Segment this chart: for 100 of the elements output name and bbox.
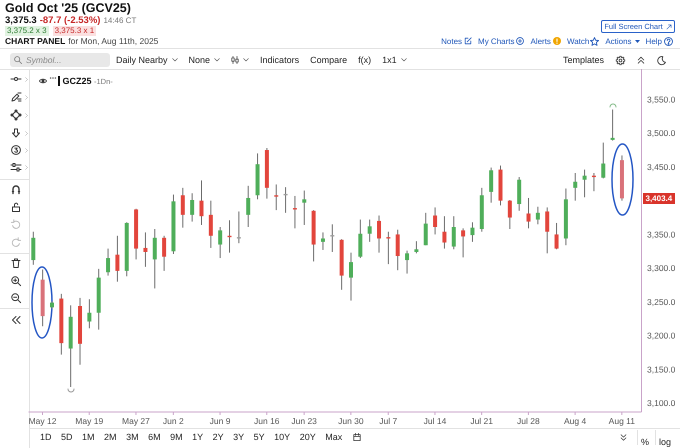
candlestick — [414, 240, 418, 254]
candlestick — [386, 231, 390, 265]
text: 1Y — [192, 432, 204, 442]
candlestick — [424, 212, 428, 246]
text: CHART PANEL — [5, 36, 66, 47]
x-tick-label: Jul 7 — [379, 416, 398, 426]
x-tick-label: Jul 21 — [470, 416, 494, 426]
x-tick-label: Jun 30 — [338, 416, 364, 426]
text: 6M — [148, 432, 161, 442]
text: Actions — [605, 36, 632, 46]
annotation: 3,403.4 — [643, 192, 675, 204]
candlestick — [330, 224, 334, 252]
text: 5D — [61, 432, 73, 442]
text: 3Y — [233, 432, 244, 442]
candlestick — [592, 172, 596, 192]
text: Notes — [441, 36, 462, 46]
candlestick — [508, 199, 512, 230]
y-tick-label: 3,450.0 — [647, 162, 676, 172]
text: for Mon, Aug 11th, 2025 — [68, 36, 158, 47]
text: Max — [325, 432, 342, 442]
y-tick-label: 3,150.0 — [647, 364, 676, 374]
text: 3,375.3 x 1 — [52, 26, 96, 36]
text: Symbol... — [26, 54, 62, 66]
candlestick — [545, 206, 550, 254]
text: 3M — [126, 432, 139, 442]
candlestick — [190, 192, 194, 222]
text: 20Y — [300, 432, 316, 442]
text: My Charts — [478, 36, 514, 46]
text: 10Y — [274, 432, 290, 442]
text: log — [659, 436, 672, 446]
x-tick-label: Jun 23 — [291, 416, 318, 426]
y-tick-label: 3,100.0 — [647, 398, 676, 408]
x-tick-label: Jul 28 — [517, 416, 540, 426]
text: f(x) — [358, 54, 372, 66]
text: Daily Nearby — [116, 54, 168, 66]
candlestick — [284, 186, 288, 214]
x-tick-label: May 27 — [122, 416, 150, 426]
candlestick — [152, 228, 157, 289]
x-tick-label: Jul 14 — [424, 416, 447, 426]
candlestick — [377, 215, 382, 254]
chart-title: Gold Oct '25 (GCV25) — [5, 1, 131, 15]
text: 9M — [170, 432, 183, 442]
candlestick — [601, 142, 606, 179]
candlestick — [348, 252, 353, 302]
text: Compare — [310, 54, 348, 66]
candlestick — [573, 172, 578, 202]
text: 1D — [40, 432, 52, 442]
candlestick — [368, 219, 372, 242]
text: Indicators — [260, 54, 300, 66]
y-tick-label: 3,300.0 — [647, 263, 676, 274]
text: 2Y — [212, 432, 224, 442]
x-tick-label: Jun 16 — [254, 416, 280, 426]
candlestick — [461, 228, 466, 258]
candlestick — [180, 187, 185, 228]
text: 1x1 — [382, 54, 397, 66]
candlestick — [526, 197, 531, 229]
x-tick-label: Aug 4 — [564, 416, 586, 426]
candlestick — [582, 169, 587, 198]
candlestick — [554, 222, 559, 250]
x-tick-label: May 19 — [75, 416, 104, 426]
text: 3,375.3 — [5, 14, 37, 26]
text: Templates — [562, 54, 604, 66]
candlestick — [433, 206, 438, 235]
candlestick — [162, 235, 166, 272]
text: None — [188, 54, 210, 66]
text: 3,375.2 x 3 — [5, 26, 49, 36]
candlestick — [470, 222, 474, 242]
candlestick — [292, 195, 297, 229]
candlestick — [87, 298, 92, 329]
candlestick — [358, 219, 362, 259]
text: -87.7 (-2.53%) — [40, 14, 100, 26]
candlestick — [208, 200, 213, 248]
candlestick — [320, 232, 325, 250]
x-tick-label: Jun 9 — [210, 416, 231, 426]
candlestick — [396, 229, 400, 271]
x-tick-label: May 12 — [28, 416, 57, 426]
y-tick-label: 3,250.0 — [647, 296, 676, 307]
y-tick-label: 3,550.0 — [647, 94, 676, 104]
text: Watch — [566, 36, 590, 46]
candlestick — [31, 231, 36, 266]
candlestick — [489, 167, 494, 204]
candlestick — [115, 235, 120, 282]
candlestick — [246, 185, 250, 228]
text: % — [641, 436, 650, 446]
candlestick — [405, 250, 410, 274]
candlestick — [442, 216, 446, 250]
text: 5Y — [254, 432, 265, 442]
text: Help — [646, 36, 662, 46]
annotation: GCZ25 — [62, 76, 92, 86]
candlestick — [452, 216, 456, 250]
candlestick — [610, 109, 615, 142]
candlestick — [106, 248, 110, 276]
y-tick-label: 3,350.0 — [647, 229, 676, 240]
text: 1M — [82, 432, 95, 442]
candlestick — [236, 210, 241, 244]
y-tick-label: 3,500.0 — [647, 128, 676, 138]
candlestick — [199, 180, 204, 226]
text: Alerts — [530, 36, 551, 46]
text: 14:46 CT — [103, 15, 136, 26]
y-tick-label: 3,200.0 — [647, 330, 676, 341]
